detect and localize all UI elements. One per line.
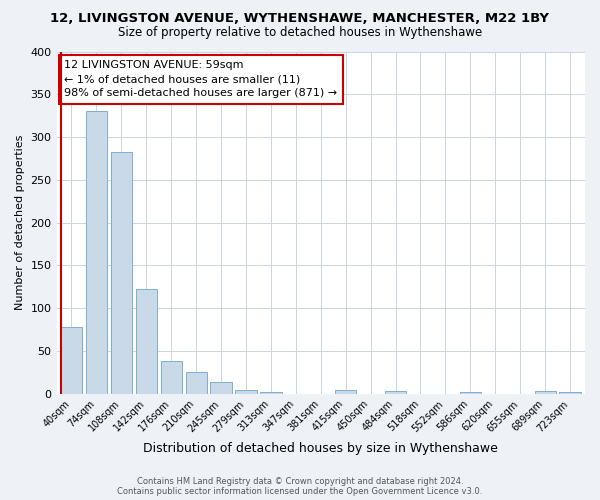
Bar (136, 288, 157, 394)
Bar (559, 392, 581, 394)
Text: Size of property relative to detached houses in Wythenshawe: Size of property relative to detached ho… (118, 26, 482, 39)
Bar (86, 112, 107, 394)
Bar (61, 327, 82, 394)
Text: Contains public sector information licensed under the Open Government Licence v3: Contains public sector information licen… (118, 487, 482, 496)
Bar (185, 372, 207, 394)
Text: Contains HM Land Registry data © Crown copyright and database right 2024.: Contains HM Land Registry data © Crown c… (137, 477, 463, 486)
Bar (335, 390, 356, 394)
Bar (385, 391, 406, 394)
Text: 12 LIVINGSTON AVENUE: 59sqm
← 1% of detached houses are smaller (11)
98% of semi: 12 LIVINGSTON AVENUE: 59sqm ← 1% of deta… (64, 60, 338, 98)
Bar (111, 152, 132, 394)
Text: 12, LIVINGSTON AVENUE, WYTHENSHAWE, MANCHESTER, M22 1BY: 12, LIVINGSTON AVENUE, WYTHENSHAWE, MANC… (50, 12, 550, 26)
Y-axis label: Number of detached properties: Number of detached properties (15, 135, 25, 310)
Bar (235, 390, 257, 394)
Bar (161, 362, 182, 394)
Bar (535, 391, 556, 394)
Bar (211, 382, 232, 394)
X-axis label: Distribution of detached houses by size in Wythenshawe: Distribution of detached houses by size … (143, 442, 498, 455)
Bar (260, 392, 281, 394)
Bar (460, 392, 481, 394)
